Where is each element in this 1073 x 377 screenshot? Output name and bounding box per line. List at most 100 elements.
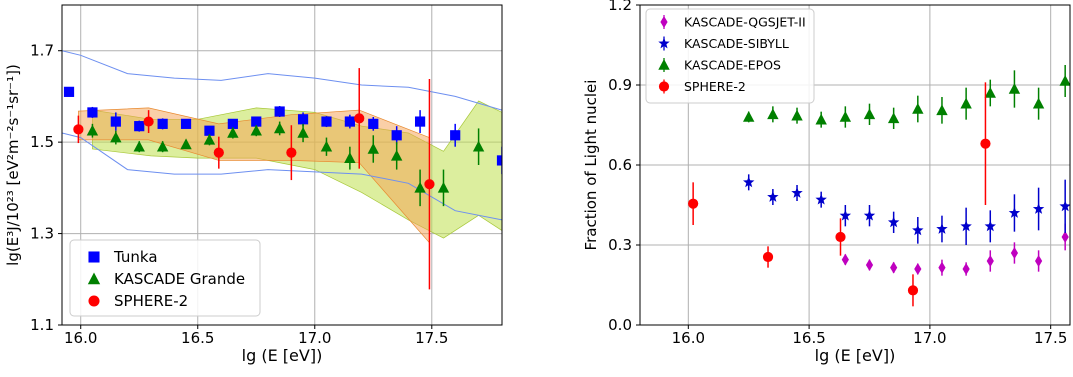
data-point [907, 285, 919, 296]
data-point [936, 223, 948, 234]
y-tick-label: 1.2 [608, 0, 632, 14]
data-point [156, 140, 169, 152]
data-point [424, 179, 435, 190]
data-point [767, 191, 779, 202]
data-point [110, 116, 121, 127]
y-axis-label: lg(E³J/10²³ [eV²m⁻²s⁻¹sr⁻¹]) [4, 64, 22, 266]
data-point [743, 176, 755, 188]
data-point [865, 259, 874, 271]
data-point [980, 138, 991, 149]
x-tick-label: 17.0 [298, 329, 331, 347]
data-point [87, 107, 98, 118]
data-point [344, 116, 355, 127]
legend: Tunka KASCADE Grande SPHERE-2 [69, 239, 261, 317]
data-point [984, 220, 996, 232]
data-point [767, 108, 779, 120]
legend-box [645, 8, 815, 104]
data-point [962, 263, 970, 275]
x-axis-label: lg (E [eV]) [815, 346, 896, 365]
data-point [1010, 247, 1019, 259]
legend-label: SPHERE-2 [684, 79, 746, 94]
x-tick-label: 16.0 [672, 329, 705, 347]
data-point [204, 125, 215, 136]
data-point [63, 86, 75, 97]
data-point [390, 149, 403, 161]
data-point [791, 109, 803, 121]
data-point [839, 209, 852, 221]
y-tick-label: 1.7 [30, 42, 54, 60]
data-point [743, 111, 755, 122]
x-axis-label: lg (E [eV]) [242, 346, 323, 365]
data-point [437, 181, 450, 193]
plot-area [688, 65, 1070, 307]
data-point [815, 113, 827, 125]
data-point [297, 114, 309, 125]
data-point [367, 143, 379, 154]
data-point [912, 224, 924, 236]
data-point [841, 253, 849, 266]
x-tick-label: 17.0 [913, 329, 946, 347]
data-point [1032, 203, 1045, 214]
data-point [227, 118, 238, 129]
legend-marker [658, 81, 670, 92]
legend-marker [658, 59, 670, 70]
y-tick-label: 0.9 [608, 76, 632, 94]
data-point [960, 220, 972, 232]
legend-label: Tunka [113, 248, 158, 266]
data-point [1061, 231, 1069, 243]
y-tick-label: 0.6 [608, 156, 632, 174]
legend-box [69, 239, 261, 317]
data-point [762, 251, 774, 263]
y-tick-label: 1.5 [30, 133, 54, 151]
legend-marker [660, 16, 668, 28]
data-point [368, 118, 379, 129]
data-point [472, 140, 485, 152]
bands [62, 50, 502, 244]
plot-area [63, 68, 502, 290]
legend-label: KASCADE-QGSJET-II [684, 15, 806, 30]
data-point [213, 147, 224, 158]
data-point [73, 124, 84, 135]
legend-label: KASCADE-EPOS [684, 58, 781, 73]
legend-marker [87, 272, 101, 285]
data-point [688, 198, 699, 209]
data-point [815, 193, 827, 205]
plot-frame [61, 4, 503, 326]
data-point [273, 122, 286, 134]
data-point [863, 209, 876, 221]
data-point [863, 108, 876, 120]
y-tick-label: 0.0 [608, 316, 632, 334]
data-point [887, 112, 900, 124]
tunka-upper-line [62, 50, 502, 111]
legend: KASCADE-QGSJET-II KASCADE-SIBYLL KASCADE-E… [645, 8, 815, 104]
data-point [320, 140, 333, 152]
data-point [936, 104, 948, 116]
data-point [450, 130, 461, 141]
data-point [143, 116, 154, 127]
data-point [227, 127, 239, 138]
data-point [914, 263, 922, 275]
data-point [414, 116, 426, 127]
x-tick-label: 16.0 [64, 329, 97, 347]
legend-marker [88, 251, 100, 263]
y-tick-label: 1.1 [30, 316, 54, 334]
data-point [1034, 255, 1043, 267]
x-tick-label: 17.5 [415, 329, 448, 347]
data-point [1032, 97, 1045, 109]
data-point [133, 140, 145, 152]
data-point [274, 106, 285, 117]
legend-marker [88, 295, 100, 307]
data-point [890, 261, 898, 274]
data-point [297, 127, 309, 138]
legend-marker [658, 37, 670, 49]
data-point [251, 116, 262, 127]
data-point [887, 216, 900, 228]
y-axis-label: Fraction of Light nuclei [582, 80, 600, 251]
data-point [835, 231, 846, 243]
data-point [791, 187, 803, 198]
legend-label: SPHERE-2 [114, 292, 188, 310]
data-point [912, 103, 924, 114]
data-point [134, 121, 145, 132]
data-point [496, 155, 502, 166]
